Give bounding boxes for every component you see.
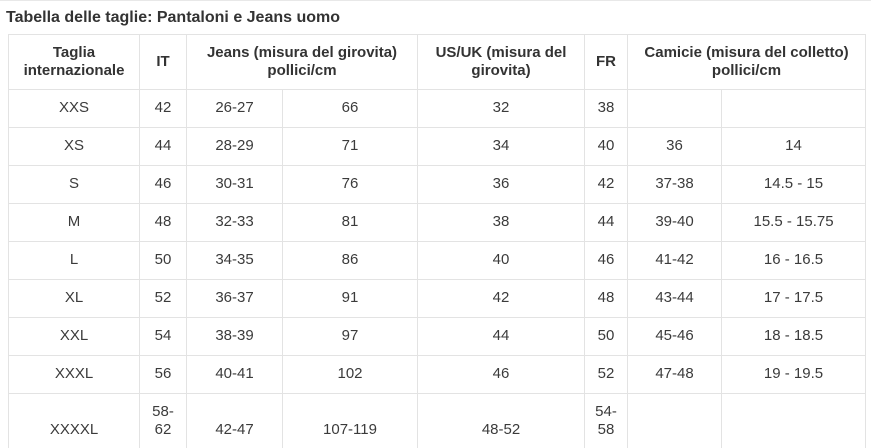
header-cell: Jeans (misura del girovita) pollici/cm [185,34,419,90]
table-cell: 56 [139,355,187,394]
table-cell: 47-48 [627,355,723,394]
table-cell: 52 [584,355,629,394]
table-cell [627,393,723,448]
table-cell: 40-41 [186,355,283,394]
table-cell: 39-40 [627,203,723,242]
table-cell: 102 [281,355,419,394]
table-row: XXXXL 58-62 42-47 107-119 48-52 54-58 [8,393,867,448]
table-cell: XXXXL [8,393,140,448]
table-cell: 40 [584,127,629,166]
table-cell: 86 [281,241,419,280]
table-cell: 48 [584,279,629,318]
table-cell: 44 [417,317,586,356]
table-cell: 44 [584,203,629,242]
table-cell: 42 [584,165,629,204]
table-cell: 44 [139,127,187,166]
table-cell: 54-58 [584,393,629,448]
table-cell: XL [8,279,140,318]
table-cell: 36 [417,165,586,204]
table-cell: 36 [627,127,723,166]
table-cell: 46 [584,241,629,280]
table-cell: 34-35 [186,241,283,280]
table-cell: 26-27 [186,89,283,128]
header-cell: Camicie (misura del colletto) pollici/cm [627,34,867,90]
table-row: M 48 32-33 81 38 44 39-40 15.5 - 15.75 [8,203,867,242]
table-cell: 41-42 [627,241,723,280]
table-cell: 43-44 [627,279,723,318]
table-cell: 42-47 [186,393,283,448]
table-cell: XXXL [8,355,140,394]
table-cell: 58-62 [139,393,187,448]
header-cell: FR [584,34,629,90]
table-row: XXS 42 26-27 66 32 38 [8,89,867,128]
table-row: XXXL 56 40-41 102 46 52 47-48 19 - 19.5 [8,355,867,394]
table-cell: 19 - 19.5 [721,355,867,394]
table-row: S 46 30-31 76 36 42 37-38 14.5 - 15 [8,165,867,204]
table-cell: 81 [281,203,419,242]
table-cell: 32 [417,89,586,128]
table-cell: 50 [139,241,187,280]
table-cell: 71 [281,127,419,166]
table-cell: XS [8,127,140,166]
table-row: XS 44 28-29 71 34 40 36 14 [8,127,867,166]
table-cell [721,89,867,128]
header-cell: US/UK (misura del girovita) [417,34,586,90]
table-body: XXS 42 26-27 66 32 38 XS 44 28-29 71 34 40 36 14 S 46 30… [8,89,867,448]
table-cell: 66 [281,89,419,128]
header-cell: IT [139,34,187,90]
table-cell: XXL [8,317,140,356]
table-row: XXL 54 38-39 97 44 50 45-46 18 - 18.5 [8,317,867,356]
table-cell: 45-46 [627,317,723,356]
table-cell: 18 - 18.5 [721,317,867,356]
table-cell: 52 [139,279,187,318]
table-cell: 91 [281,279,419,318]
table-cell: S [8,165,140,204]
table-cell: M [8,203,140,242]
table-cell: 46 [417,355,586,394]
table-cell: 76 [281,165,419,204]
table-cell: 14 [721,127,867,166]
table-cell: L [8,241,140,280]
table-cell: 37-38 [627,165,723,204]
table-cell: 32-33 [186,203,283,242]
table-cell: 107-119 [281,393,419,448]
table-cell: 38-39 [186,317,283,356]
table-cell [721,393,867,448]
table-cell: 34 [417,127,586,166]
table-cell: 17 - 17.5 [721,279,867,318]
table-cell [627,89,723,128]
header-cell: Taglia internazionale [8,34,140,90]
table-cell: 97 [281,317,419,356]
table-cell: 54 [139,317,187,356]
size-table: Taglia internazionale IT Jeans (misura del… [8,34,867,448]
table-cell: XXS [8,89,140,128]
table-cell: 14.5 - 15 [721,165,867,204]
table-cell: 38 [417,203,586,242]
table-cell: 15.5 - 15.75 [721,203,867,242]
table-cell: 50 [584,317,629,356]
table-cell: 40 [417,241,586,280]
table-cell: 48-52 [417,393,586,448]
table-cell: 48 [139,203,187,242]
table-cell: 16 - 16.5 [721,241,867,280]
table-cell: 38 [584,89,629,128]
table-row: XL 52 36-37 91 42 48 43-44 17 - 17.5 [8,279,867,318]
table-cell: 30-31 [186,165,283,204]
table-cell: 28-29 [186,127,283,166]
table-cell: 46 [139,165,187,204]
table-row: L 50 34-35 86 40 46 41-42 16 - 16.5 [8,241,867,280]
page-title: Tabella delle taglie: Pantaloni e Jeans … [6,9,341,26]
table-cell: 42 [139,89,187,128]
table-header-row: Taglia internazionale IT Jeans (misura del… [8,34,867,90]
table-cell: 36-37 [186,279,283,318]
table-cell: 42 [417,279,586,318]
